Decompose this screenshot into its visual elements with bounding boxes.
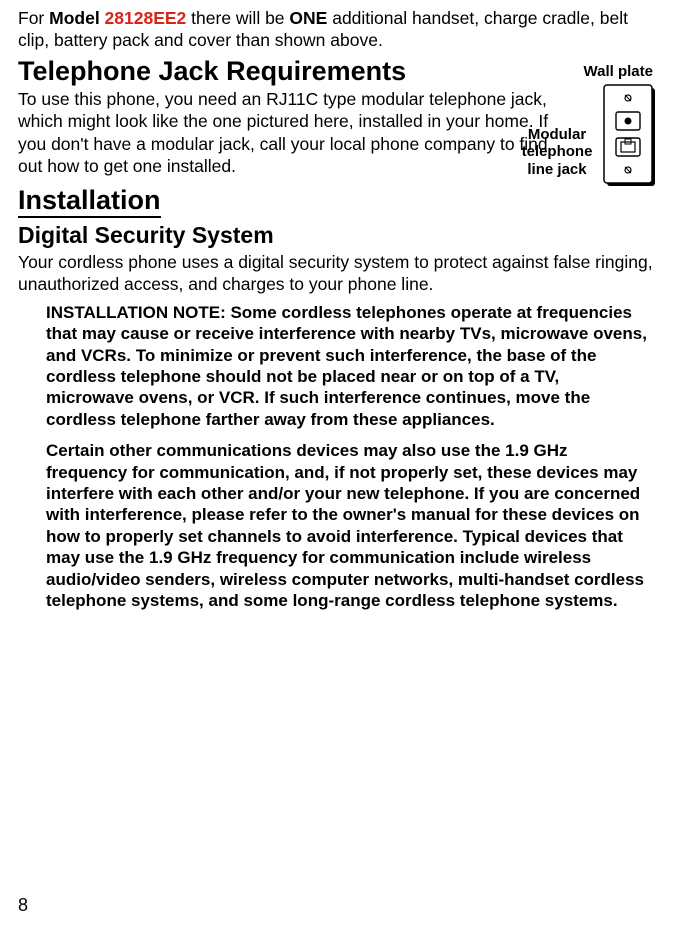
- intro-prefix: For: [18, 8, 49, 28]
- installation-note-block: INSTALLATION NOTE: Some cordless telepho…: [18, 302, 659, 612]
- jack-label-line2: telephone: [515, 143, 599, 160]
- wall-plate-label: Wall plate: [545, 63, 657, 80]
- intro-model-number: 28128EE2: [105, 8, 187, 28]
- intro-paragraph: For Model 28128EE2 there will be ONE add…: [18, 8, 659, 52]
- security-heading: Digital Security System: [18, 222, 659, 250]
- jack-label-line1: Modular: [515, 126, 599, 143]
- security-paragraph: Your cordless phone uses a digital secur…: [18, 251, 659, 296]
- jack-label: Modular telephone line jack: [515, 126, 599, 178]
- intro-middle: there will be: [186, 8, 289, 28]
- installation-note-1: INSTALLATION NOTE: Some cordless telepho…: [46, 302, 651, 430]
- page-number: 8: [18, 895, 28, 916]
- intro-one: ONE: [289, 8, 327, 28]
- installation-heading: Installation: [18, 185, 161, 218]
- jack-label-line3: line jack: [515, 161, 599, 178]
- intro-model-label: Model: [49, 8, 104, 28]
- installation-note-2: Certain other communications devices may…: [46, 440, 651, 611]
- wall-plate-icon: [603, 84, 657, 188]
- jack-paragraph: To use this phone, you need an RJ11C typ…: [18, 88, 563, 178]
